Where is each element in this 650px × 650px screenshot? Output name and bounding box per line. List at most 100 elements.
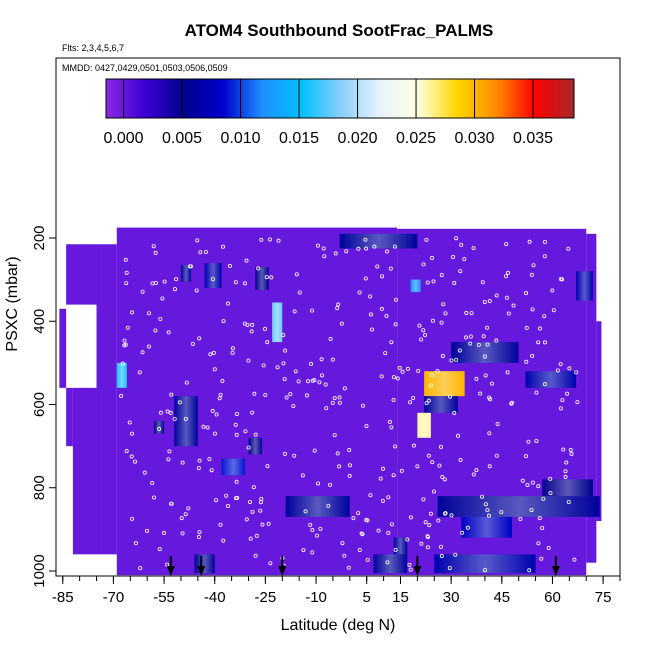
sample-dot (242, 321, 247, 326)
sample-dot (130, 431, 135, 436)
sample-dot (393, 297, 398, 302)
sample-dot (511, 303, 516, 308)
x-axis-label: Latitude (deg N) (281, 617, 396, 634)
sample-dot (419, 541, 424, 546)
sample-dot (389, 425, 394, 430)
heatmap-cell-shading (525, 371, 577, 388)
sample-dot (504, 274, 509, 279)
sample-dot (267, 237, 272, 242)
sample-dot (211, 350, 216, 355)
sample-dot (489, 381, 494, 386)
arrow-head (413, 566, 422, 576)
sample-dot (248, 536, 253, 541)
sample-dot (275, 365, 280, 370)
sample-dot (309, 361, 314, 366)
sample-dot (174, 277, 179, 282)
heatmap-cell-shading (451, 342, 519, 363)
sample-dot (438, 444, 443, 449)
sample-dot (253, 553, 258, 558)
sample-dot (337, 395, 342, 400)
flights-label: Flts: 2,3,4,5,6,7 (62, 43, 124, 53)
sample-dot (133, 459, 138, 464)
sample-dot (385, 560, 390, 565)
sample-dot (122, 338, 127, 343)
sample-dot (569, 451, 574, 456)
sample-dot (183, 416, 188, 421)
sample-dot (265, 340, 270, 345)
sample-dot (262, 326, 267, 331)
sample-dot (538, 326, 543, 331)
sample-dot (526, 439, 531, 444)
sample-dot (529, 272, 534, 277)
sample-dot (540, 525, 545, 530)
sample-dot (212, 367, 217, 372)
sample-dot (440, 474, 445, 479)
sample-dot (230, 346, 235, 351)
sample-dot (566, 246, 571, 251)
sample-dot (421, 328, 426, 333)
y-tick-label: 400 (31, 309, 48, 334)
sample-dot (425, 545, 430, 550)
sample-dot (447, 565, 452, 570)
sample-dot (158, 316, 163, 321)
sample-dot (186, 506, 191, 511)
sample-dot (575, 400, 580, 405)
colorbar: 0.000 0.005 0.010 0.015 0.020 0.025 0.030 0.035 (104, 78, 575, 147)
sample-dot (542, 314, 547, 319)
sample-dot (408, 400, 413, 405)
heatmap-cell-shading (417, 412, 431, 438)
sample-dot (458, 457, 463, 462)
sample-dot (266, 521, 271, 526)
sample-dot (400, 369, 405, 374)
sample-dot (294, 272, 299, 277)
sample-dot (256, 266, 261, 271)
sample-dot (439, 554, 444, 559)
sample-dot (542, 254, 547, 259)
sample-dot (259, 237, 264, 242)
sample-dot (411, 443, 416, 448)
coverage-cell (72, 387, 97, 555)
sample-dot (548, 490, 553, 495)
sample-dot (282, 377, 287, 382)
sample-dot (225, 301, 230, 306)
sample-dot (330, 357, 335, 362)
sample-dot (550, 288, 555, 293)
sample-dot (190, 341, 195, 346)
sample-dot (167, 449, 172, 454)
sample-dot (130, 516, 135, 521)
sample-dot (408, 515, 413, 520)
sample-dot (542, 382, 547, 387)
sample-dot (426, 398, 431, 403)
x-axis: -85 -70 -55 -40 -25 -10 5 15 30 45 60 75 (52, 576, 621, 606)
sample-dot (195, 238, 200, 243)
sample-dot (269, 275, 274, 280)
heatmap-cell-shading (542, 479, 593, 497)
sample-dot (388, 266, 393, 271)
sample-dot (529, 507, 534, 512)
sample-dot (438, 544, 443, 549)
sample-dot (464, 335, 469, 340)
sample-dot (468, 341, 473, 346)
sample-dot (443, 311, 448, 316)
sample-dot (250, 410, 255, 415)
sample-dot (405, 537, 410, 542)
sample-dot (137, 370, 142, 375)
sample-dot (379, 374, 384, 379)
sample-dot (441, 302, 446, 307)
sample-dot (487, 298, 492, 303)
sample-dot (488, 397, 493, 402)
heatmap-cell-shading (339, 233, 418, 249)
sample-dot (408, 567, 413, 572)
sample-dot (207, 457, 212, 462)
sample-dot (525, 482, 530, 487)
sample-dot (439, 320, 444, 325)
sample-dot (424, 237, 429, 242)
sample-dot (246, 445, 251, 450)
sample-dot (365, 518, 370, 523)
sample-dot (393, 547, 398, 552)
sample-dot (482, 354, 487, 359)
sample-dot (421, 497, 426, 502)
sample-dot (530, 353, 535, 358)
colorbar-tick-label: 0.025 (396, 130, 436, 147)
x-tick-label: 30 (443, 589, 460, 606)
